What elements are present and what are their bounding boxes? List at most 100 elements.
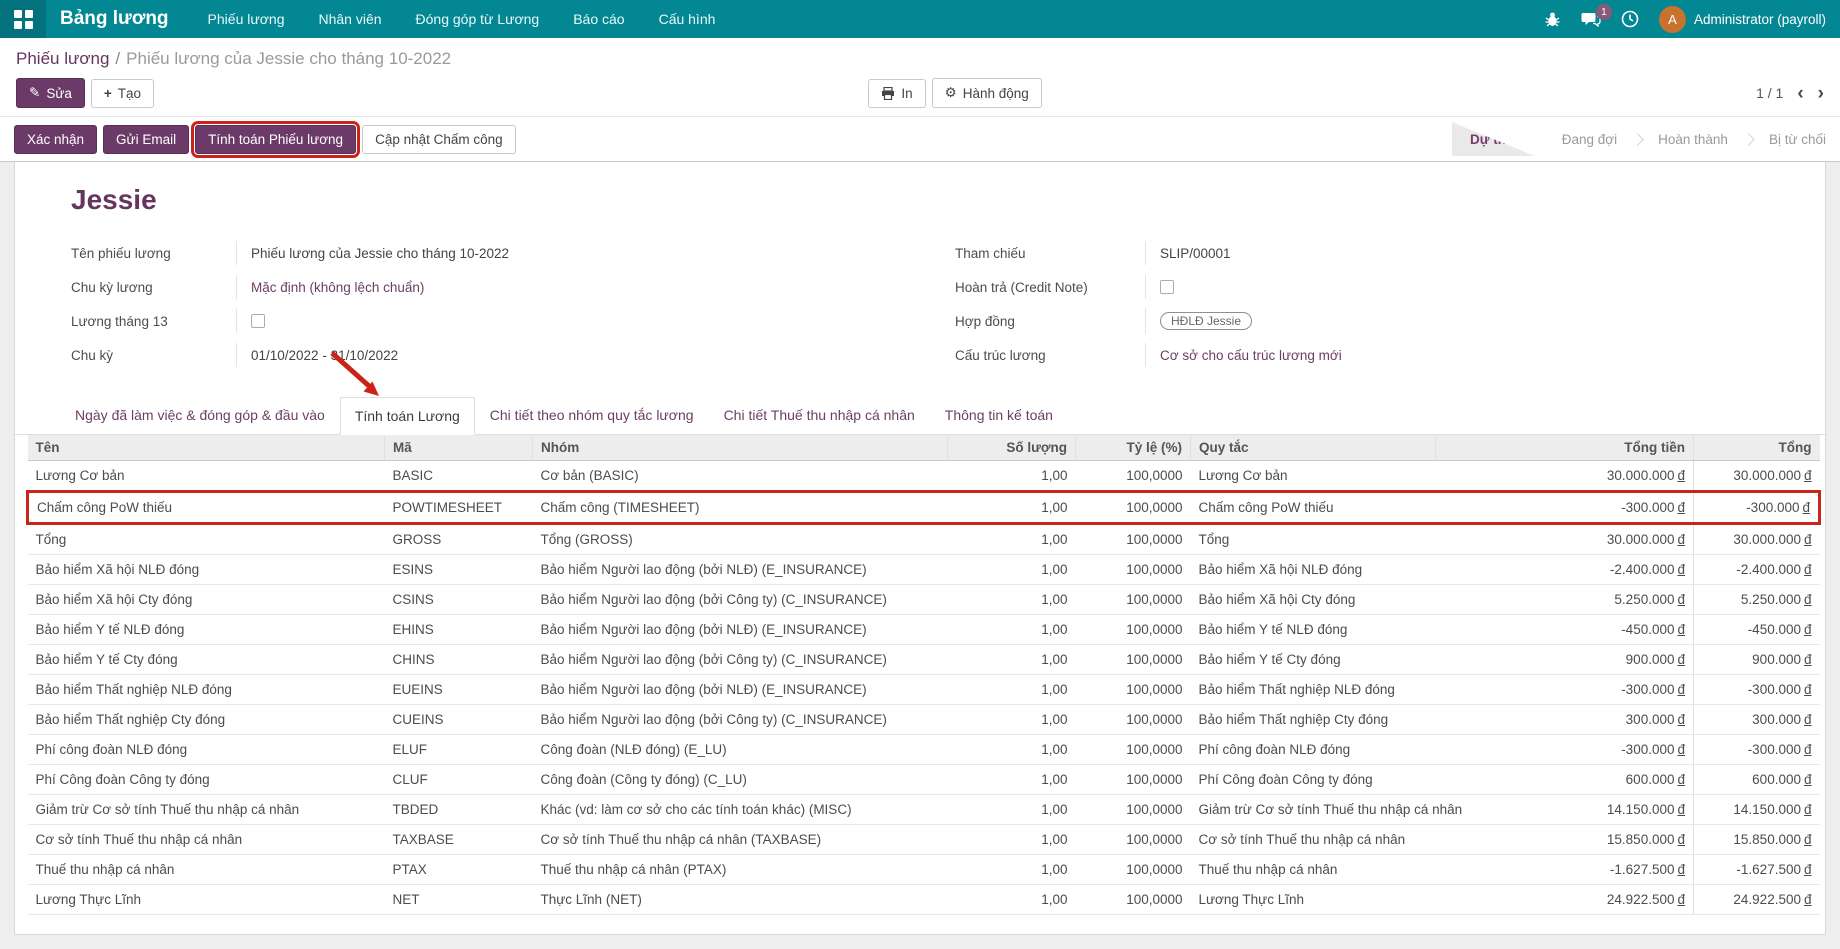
table-row[interactable]: Bảo hiểm Xã hội NLĐ đóng ESINS Bảo hiểm … (27, 554, 1820, 585)
menu-phieu-luong[interactable]: Phiếu lương (207, 11, 285, 27)
header-ty-le[interactable]: Tỷ lệ (%) (1075, 435, 1191, 461)
cell-code: BASIC (384, 460, 533, 492)
pager-value: 1 / 1 (1756, 85, 1784, 101)
table-row[interactable]: Giảm trừ Cơ sở tính Thuế thu nhập cá nhâ… (27, 794, 1820, 825)
contract-pill[interactable]: HĐLĐ Jessie (1160, 312, 1253, 330)
state-draft[interactable]: Dự thảo (1452, 122, 1548, 156)
activities-clock-icon[interactable] (1621, 10, 1639, 28)
currency-symbol: đ (1677, 468, 1685, 483)
pager-next-icon[interactable]: › (1817, 82, 1824, 104)
table-row[interactable]: Bảo hiểm Xã hội Cty đóng CSINS Bảo hiểm … (27, 584, 1820, 615)
apps-grid-icon (13, 9, 33, 29)
field-label: Cấu trúc lương (955, 347, 1046, 363)
pager-previous-icon[interactable]: ‹ (1797, 82, 1804, 104)
table-row[interactable]: Bảo hiểm Y tế Cty đóng CHINS Bảo hiểm Ng… (27, 644, 1820, 675)
currency-symbol: đ (1677, 652, 1685, 667)
breadcrumb-root-link[interactable]: Phiếu lương (16, 49, 110, 68)
table-row[interactable]: Cơ sở tính Thuế thu nhập cá nhân TAXBASE… (27, 824, 1820, 855)
compute-sheet-button[interactable]: Tính toán Phiếu lương (191, 120, 361, 158)
cell-quantity: 1,00 (947, 704, 1076, 735)
table-row[interactable]: Tổng GROSS Tổng (GROSS) 1,00 100,0000 Tổ… (27, 523, 1820, 555)
app-name[interactable]: Bảng lương (60, 8, 169, 29)
tab-personal-income-tax[interactable]: Chi tiết Thuế thu nhập cá nhân (723, 407, 915, 423)
header-so-luong[interactable]: Số lượng (947, 435, 1076, 461)
cell-rule: Bảo hiểm Y tế NLĐ đóng (1190, 614, 1436, 645)
edit-button[interactable]: ✎ Sửa (16, 78, 85, 108)
confirm-button[interactable]: Xác nhận (14, 124, 98, 154)
header-tong-tien[interactable]: Tổng tiền (1435, 435, 1694, 461)
cell-code: ESINS (384, 554, 533, 585)
cell-quantity: 1,00 (947, 644, 1076, 675)
breadcrumb-current: Phiếu lương của Jessie cho tháng 10-2022 (126, 49, 452, 68)
cell-amount: -450.000 đ (1435, 614, 1694, 645)
currency-symbol: đ (1803, 532, 1812, 547)
apps-menu-button[interactable] (0, 0, 46, 38)
header-ten[interactable]: Tên (27, 435, 385, 461)
salary-cycle-link[interactable]: Mặc định (không lệch chuẩn) (251, 279, 425, 295)
menu-bao-cao[interactable]: Báo cáo (573, 11, 625, 27)
form-fields: Tên phiếu lương Phiếu lương của Jessie c… (71, 236, 1769, 372)
state-rejected[interactable]: Bị từ chối (1768, 131, 1826, 147)
tab-rule-category-details[interactable]: Chi tiết theo nhóm quy tắc lương (489, 407, 694, 423)
field-label: Tham chiếu (955, 245, 1026, 261)
menu-cau-hinh[interactable]: Cấu hình (658, 11, 716, 27)
create-button[interactable]: + Tạo (90, 78, 155, 108)
cell-quantity: 1,00 (947, 554, 1076, 585)
table-row[interactable]: Bảo hiểm Thất nghiệp Cty đóng CUEINS Bảo… (27, 704, 1820, 735)
header-ma[interactable]: Mã (384, 435, 533, 461)
user-menu[interactable]: A Administrator (payroll) (1658, 5, 1826, 33)
cell-rule: Lương Thực Lĩnh (1190, 884, 1436, 915)
header-quy-tac[interactable]: Quy tắc (1190, 435, 1436, 461)
cell-name: Cơ sở tính Thuế thu nhập cá nhân (27, 824, 385, 855)
content-area: Jessie Tên phiếu lương Phiếu lương của J… (0, 162, 1840, 949)
send-email-button[interactable]: Gửi Email (103, 124, 190, 154)
currency-symbol: đ (1803, 772, 1812, 787)
control-panel: Phiếu lương / Phiếu lương của Jessie cho t… (0, 38, 1840, 116)
header-tong[interactable]: Tổng (1693, 435, 1820, 461)
state-done[interactable]: Hoàn thành (1658, 131, 1728, 147)
field-thirteenth-month: Lương tháng 13 (71, 304, 885, 338)
credit-note-checkbox[interactable] (1160, 280, 1174, 294)
table-row[interactable]: Bảo hiểm Thất nghiệp NLĐ đóng EUEINS Bảo… (27, 674, 1820, 705)
field-credit-note: Hoàn trả (Credit Note) (955, 270, 1769, 304)
refresh-timesheet-button[interactable]: Cập nhật Chấm công (362, 124, 516, 154)
cell-code: POWTIMESHEET (384, 490, 533, 525)
print-button[interactable]: In (868, 78, 926, 108)
cell-total: -300.000 đ (1693, 674, 1820, 705)
field-label: Hợp đồng (955, 313, 1015, 329)
debug-bug-icon[interactable] (1544, 11, 1561, 28)
action-button[interactable]: ⚙ Hành động (931, 78, 1042, 108)
cell-code: CUEINS (384, 704, 533, 735)
chevron-right-icon (1742, 132, 1755, 146)
cell-rate: 100,0000 (1075, 704, 1191, 735)
cell-group: Thuế thu nhập cá nhân (PTAX) (532, 854, 948, 885)
cell-rate: 100,0000 (1075, 460, 1191, 492)
table-row[interactable]: Lương Cơ bản BASIC Cơ bản (BASIC) 1,00 1… (27, 460, 1820, 492)
chevron-right-icon (1631, 132, 1644, 146)
tab-accounting-info[interactable]: Thông tin kế toán (944, 407, 1053, 423)
table-row[interactable]: Lương Thực Lĩnh NET Thực Lĩnh (NET) 1,00… (27, 884, 1820, 915)
state-waiting[interactable]: Đang đợi (1561, 131, 1618, 147)
menu-dong-gop[interactable]: Đóng góp từ Lương (415, 11, 540, 27)
table-row[interactable]: Phí công đoàn NLĐ đóng ELUF Công đoàn (N… (27, 734, 1820, 765)
tab-worked-days[interactable]: Ngày đã làm việc & đóng góp & đầu vào (75, 407, 325, 423)
cell-name: Thuế thu nhập cá nhân (27, 854, 385, 885)
header-nhom[interactable]: Nhóm (532, 435, 948, 461)
tab-salary-computation[interactable]: Tính toán Lương (330, 351, 475, 435)
salary-structure-link[interactable]: Cơ sở cho cấu trúc lương mới (1160, 347, 1342, 363)
table-row[interactable]: Phí Công đoàn Công ty đóng CLUF Công đoà… (27, 764, 1820, 795)
menu-nhan-vien[interactable]: Nhân viên (318, 11, 382, 27)
table-row[interactable]: Thuế thu nhập cá nhân PTAX Thuế thu nhập… (27, 854, 1820, 885)
table-row[interactable]: Chấm công PoW thiếu POWTIMESHEET Chấm cô… (26, 490, 1821, 525)
cell-name: Chấm công PoW thiếu (26, 490, 385, 525)
messages-icon[interactable]: 1 (1581, 3, 1612, 28)
thirteenth-month-checkbox[interactable] (251, 314, 265, 328)
status-pipeline: Dự thảo Đang đợi Hoàn thành Bị từ chối (1452, 122, 1840, 156)
currency-symbol: đ (1803, 622, 1812, 637)
field-label: Hoàn trả (Credit Note) (955, 279, 1088, 295)
cell-quantity: 1,00 (947, 490, 1076, 525)
cell-name: Bảo hiểm Xã hội Cty đóng (27, 584, 385, 615)
avatar: A (1658, 5, 1686, 33)
table-row[interactable]: Bảo hiểm Y tế NLĐ đóng EHINS Bảo hiểm Ng… (27, 614, 1820, 645)
cell-quantity: 1,00 (947, 523, 1076, 555)
